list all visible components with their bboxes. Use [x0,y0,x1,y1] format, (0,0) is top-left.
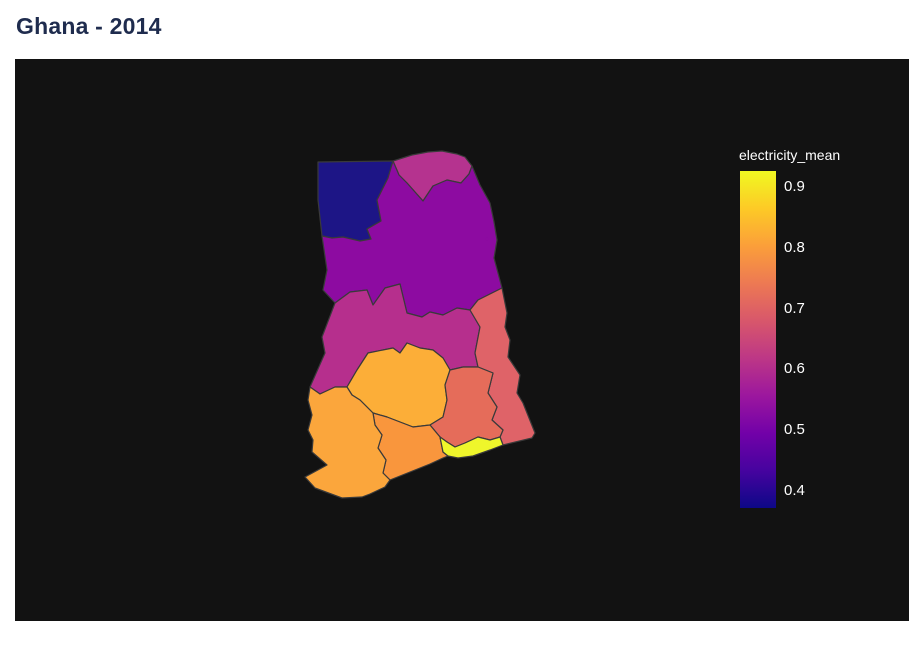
colorbar-tick: 0.8 [784,239,805,256]
page-title: Ghana - 2014 [16,13,162,39]
colorbar-tick: 0.5 [784,421,805,438]
colorbar [740,171,776,508]
lake-island-dot [491,244,495,248]
region-greater-accra [439,436,504,459]
region-western [304,386,391,499]
colorbar-tick: 0.6 [784,360,805,377]
colorbar-tick: 0.7 [784,300,805,317]
lake-island-dot [485,237,489,241]
colorbar-tick: 0.9 [784,178,805,195]
colorbar-tick: 0.4 [784,482,805,499]
legend-title: electricity_mean [739,147,841,163]
